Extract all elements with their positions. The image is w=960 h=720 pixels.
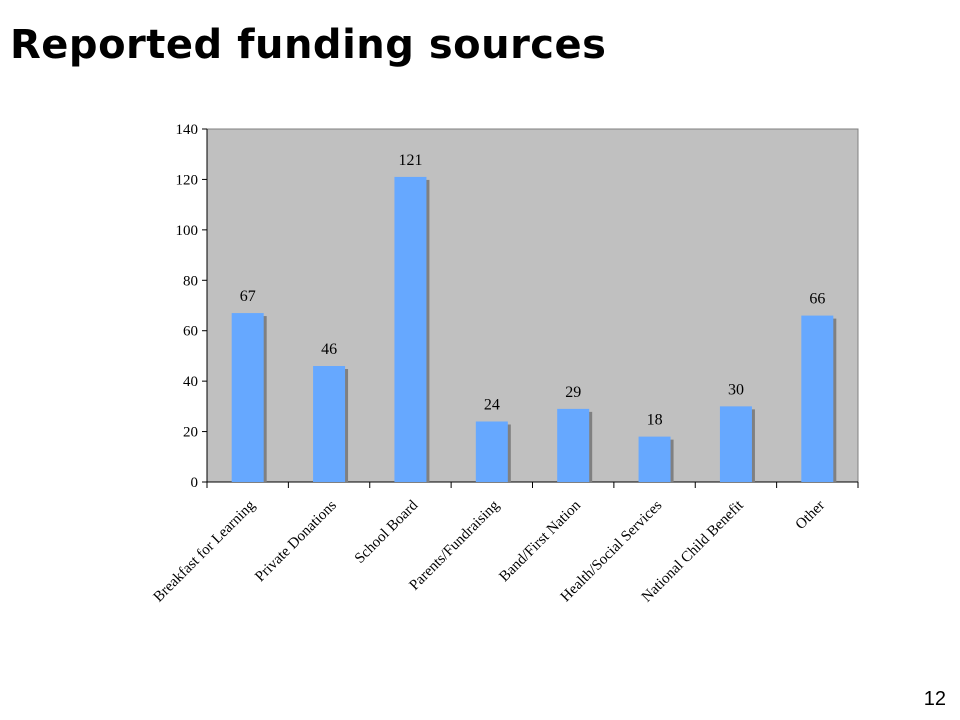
category-label: Private Donations [252, 497, 340, 585]
data-label: 29 [565, 384, 581, 401]
bar [394, 176, 427, 482]
category-label: Parents/Fundraising [406, 497, 503, 594]
bar [313, 366, 346, 482]
y-tick-label: 40 [183, 374, 198, 390]
bar [557, 408, 590, 482]
bar [801, 315, 834, 482]
category-label: Breakfast for Learning [151, 497, 259, 605]
plot-area [206, 128, 859, 483]
y-tick-label: 60 [183, 324, 198, 340]
category-label: School Board [352, 497, 422, 567]
y-tick-label: 100 [176, 223, 199, 239]
data-label: 30 [728, 381, 744, 398]
slide-title: Reported funding sources [10, 22, 607, 68]
data-label: 18 [647, 412, 663, 429]
bar [475, 421, 508, 482]
category-label: Other [793, 498, 828, 533]
data-label: 67 [240, 288, 256, 305]
bar [719, 406, 752, 482]
data-label: 121 [398, 152, 422, 169]
page-number: 12 [923, 688, 946, 710]
bar [638, 436, 671, 482]
y-tick-label: 80 [183, 273, 198, 289]
data-label: 66 [809, 291, 825, 308]
y-tick-label: 0 [191, 475, 199, 491]
y-tick-label: 140 [176, 122, 199, 138]
bar [231, 313, 264, 482]
category-label: Band/First Nation [496, 497, 584, 585]
y-tick-label: 120 [176, 172, 199, 188]
data-label: 46 [321, 341, 337, 358]
y-tick-label: 20 [183, 425, 198, 441]
data-label: 24 [484, 396, 500, 413]
